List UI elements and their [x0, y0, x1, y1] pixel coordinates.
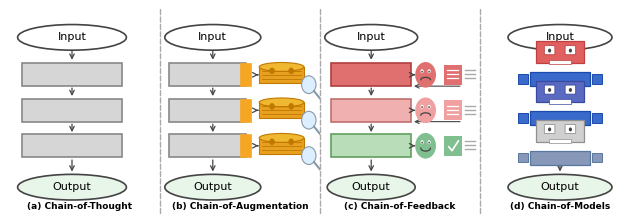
- Text: (c) Chain-of-Feedback: (c) Chain-of-Feedback: [344, 202, 456, 211]
- Circle shape: [428, 71, 430, 73]
- FancyBboxPatch shape: [332, 63, 412, 86]
- FancyBboxPatch shape: [240, 63, 252, 86]
- Circle shape: [420, 69, 424, 73]
- Circle shape: [421, 106, 423, 108]
- Circle shape: [428, 142, 430, 144]
- FancyBboxPatch shape: [544, 125, 555, 134]
- FancyBboxPatch shape: [548, 139, 572, 143]
- FancyBboxPatch shape: [444, 136, 462, 156]
- Circle shape: [569, 49, 572, 53]
- Circle shape: [269, 68, 275, 74]
- Circle shape: [548, 49, 551, 53]
- Text: Input: Input: [198, 32, 227, 42]
- Text: Input: Input: [58, 32, 86, 42]
- Circle shape: [428, 106, 430, 108]
- FancyBboxPatch shape: [592, 153, 602, 162]
- FancyBboxPatch shape: [240, 134, 252, 157]
- Ellipse shape: [17, 25, 127, 50]
- FancyBboxPatch shape: [544, 46, 555, 55]
- Text: Output: Output: [52, 182, 92, 192]
- FancyBboxPatch shape: [259, 102, 304, 118]
- Text: Output: Output: [352, 182, 390, 192]
- FancyBboxPatch shape: [530, 72, 590, 86]
- FancyBboxPatch shape: [240, 99, 252, 122]
- Ellipse shape: [17, 174, 127, 200]
- Text: Output: Output: [541, 182, 579, 192]
- FancyBboxPatch shape: [592, 113, 602, 123]
- Circle shape: [301, 76, 316, 94]
- Ellipse shape: [508, 174, 612, 200]
- Circle shape: [421, 142, 423, 144]
- Circle shape: [289, 103, 294, 109]
- FancyBboxPatch shape: [22, 134, 122, 157]
- Text: Output: Output: [193, 182, 232, 192]
- FancyBboxPatch shape: [332, 134, 412, 157]
- Ellipse shape: [327, 174, 415, 200]
- FancyBboxPatch shape: [536, 81, 584, 102]
- FancyBboxPatch shape: [22, 63, 122, 86]
- Circle shape: [569, 127, 572, 131]
- Text: Input: Input: [356, 32, 386, 42]
- FancyBboxPatch shape: [544, 85, 555, 94]
- FancyBboxPatch shape: [530, 111, 590, 125]
- FancyBboxPatch shape: [565, 85, 576, 94]
- FancyBboxPatch shape: [565, 125, 576, 134]
- Circle shape: [415, 62, 436, 88]
- Circle shape: [269, 103, 275, 109]
- FancyBboxPatch shape: [536, 120, 584, 142]
- Circle shape: [428, 140, 431, 144]
- FancyBboxPatch shape: [530, 151, 590, 164]
- Circle shape: [548, 127, 551, 131]
- Ellipse shape: [259, 98, 304, 107]
- FancyBboxPatch shape: [444, 100, 462, 120]
- Circle shape: [428, 105, 431, 109]
- FancyBboxPatch shape: [548, 60, 572, 64]
- Ellipse shape: [325, 25, 417, 50]
- Circle shape: [301, 111, 316, 129]
- FancyBboxPatch shape: [22, 99, 122, 122]
- Text: (d) Chain-of-Models: (d) Chain-of-Models: [510, 202, 610, 211]
- FancyBboxPatch shape: [536, 41, 584, 63]
- Circle shape: [569, 88, 572, 92]
- FancyBboxPatch shape: [259, 67, 304, 83]
- Text: (a) Chain-of-Thought: (a) Chain-of-Thought: [28, 202, 132, 211]
- Circle shape: [548, 88, 551, 92]
- Circle shape: [289, 139, 294, 145]
- Ellipse shape: [259, 62, 304, 71]
- FancyBboxPatch shape: [332, 99, 412, 122]
- FancyBboxPatch shape: [548, 99, 572, 103]
- Text: (b) Chain-of-Augmentation: (b) Chain-of-Augmentation: [172, 202, 308, 211]
- FancyBboxPatch shape: [592, 74, 602, 84]
- Circle shape: [420, 105, 424, 109]
- FancyBboxPatch shape: [556, 53, 564, 59]
- Ellipse shape: [508, 25, 612, 50]
- FancyBboxPatch shape: [169, 99, 246, 122]
- Ellipse shape: [165, 25, 261, 50]
- FancyBboxPatch shape: [565, 46, 576, 55]
- FancyBboxPatch shape: [518, 74, 528, 84]
- FancyBboxPatch shape: [518, 113, 528, 123]
- FancyBboxPatch shape: [556, 93, 564, 99]
- Ellipse shape: [165, 174, 261, 200]
- Ellipse shape: [259, 134, 304, 142]
- FancyBboxPatch shape: [444, 65, 462, 85]
- Circle shape: [269, 139, 275, 145]
- FancyBboxPatch shape: [259, 138, 304, 154]
- Circle shape: [415, 97, 436, 123]
- FancyBboxPatch shape: [169, 134, 246, 157]
- Circle shape: [420, 140, 424, 144]
- FancyBboxPatch shape: [169, 63, 246, 86]
- Circle shape: [421, 71, 423, 73]
- Circle shape: [289, 68, 294, 74]
- FancyBboxPatch shape: [518, 153, 528, 162]
- FancyBboxPatch shape: [556, 132, 564, 138]
- Circle shape: [415, 133, 436, 159]
- Circle shape: [428, 69, 431, 73]
- Text: Input: Input: [545, 32, 575, 42]
- Circle shape: [301, 147, 316, 164]
